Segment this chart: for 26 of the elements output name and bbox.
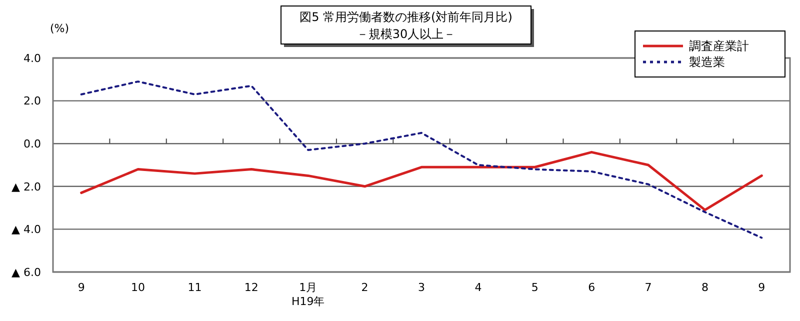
x-tick-label: 9: [758, 281, 766, 294]
x-tick-label: 2: [361, 281, 368, 294]
legend-label: 製造業: [689, 55, 725, 70]
y-tick-label: ▲ 6.0: [12, 266, 41, 279]
y-tick-label: 4.0: [24, 52, 41, 65]
y-tick-label: ▲ 2.0: [12, 180, 41, 194]
y-tick-label: 0.0: [24, 137, 41, 150]
x-tick-label: 7: [644, 281, 652, 294]
chart-subtitle: －規模30人以上－: [356, 27, 456, 41]
x-tick-label: 8: [701, 281, 708, 294]
y-tick-label: 2.0: [24, 94, 41, 108]
chart-title: 図5 常用労働者数の推移(対前年同月比): [300, 10, 512, 24]
x-tick-label: 4: [474, 281, 482, 294]
x-tick-label: 6: [588, 281, 596, 294]
y-tick-label: ▲ 4.0: [12, 223, 41, 236]
x-tick-label: 12: [244, 281, 258, 294]
line-series: [80, 80, 763, 239]
x-tick-label: 11: [188, 281, 202, 294]
x-tick-label: 10: [131, 281, 146, 294]
y-axis-title: (%): [50, 22, 70, 35]
x-tick-label: 1月 H19年: [291, 281, 325, 308]
line-series: [80, 150, 763, 212]
x-tick-label: 3: [418, 281, 425, 294]
legend-label: 調査産業計: [689, 39, 749, 54]
x-tick-label: 5: [531, 281, 538, 294]
x-tick-label: 9: [78, 281, 85, 294]
